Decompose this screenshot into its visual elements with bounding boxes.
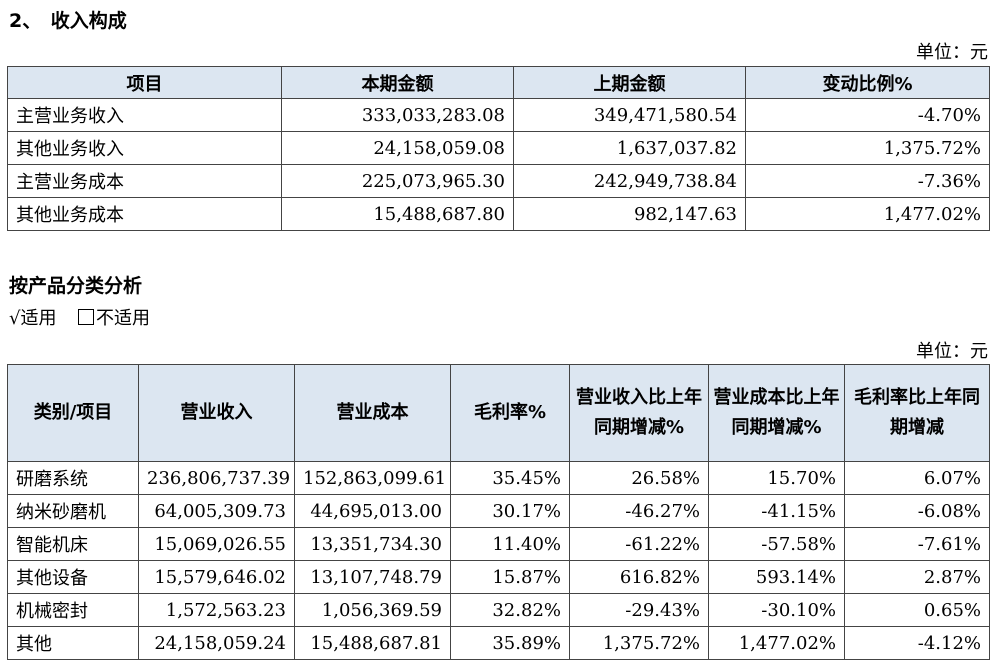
revenue-composition-table: 项目 本期金额 上期金额 变动比例% 主营业务收入 333,033,283.08…: [7, 66, 990, 231]
cell-gross-margin: 11.40%: [450, 527, 570, 561]
col-header-current-amount: 本期金额: [281, 66, 514, 99]
cell-cost: 44,695,013.00: [294, 494, 451, 528]
cell-current-amount: 24,158,059.08: [281, 131, 514, 165]
cell-current-amount: 225,073,965.30: [281, 164, 514, 198]
product-analysis-table: 类别/项目 营业收入 营业成本 毛利率% 营业收入比上年同期增减% 营业成本比上…: [7, 364, 990, 660]
cell-cost-yoy: -41.15%: [708, 494, 845, 528]
col-header-revenue: 营业收入: [138, 364, 295, 462]
cell-previous-amount: 982,147.63: [513, 197, 746, 231]
cell-revenue: 236,806,737.39: [138, 461, 295, 495]
table-row: 纳米砂磨机 64,005,309.73 44,695,013.00 30.17%…: [7, 494, 990, 528]
table-row: 研磨系统 236,806,737.39 152,863,099.61 35.45…: [7, 461, 990, 495]
cell-cost-yoy: 15.70%: [708, 461, 845, 495]
cell-margin-yoy: -6.08%: [844, 494, 990, 528]
section-title-product-analysis: 按产品分类分析: [9, 275, 143, 297]
cell-current-amount: 333,033,283.08: [281, 98, 514, 132]
cell-margin-yoy: -4.12%: [844, 626, 990, 660]
cell-change-ratio: 1,375.72%: [745, 131, 990, 165]
col-header-revenue-yoy: 营业收入比上年同期增减%: [569, 364, 709, 462]
col-header-change-ratio: 变动比例%: [745, 66, 990, 99]
cell-item: 主营业务收入: [7, 98, 282, 132]
table-header-row: 类别/项目 营业收入 营业成本 毛利率% 营业收入比上年同期增减% 营业成本比上…: [7, 364, 990, 462]
cell-revenue-yoy: 1,375.72%: [569, 626, 709, 660]
cell-cost: 152,863,099.61: [294, 461, 451, 495]
table-row: 其他业务收入 24,158,059.08 1,637,037.82 1,375.…: [7, 131, 990, 165]
cell-category: 其他设备: [7, 560, 139, 594]
section-title-revenue-composition: 2、 收入构成: [9, 10, 127, 32]
cell-cost-yoy: -57.58%: [708, 527, 845, 561]
col-header-category: 类别/项目: [7, 364, 139, 462]
cell-category: 研磨系统: [7, 461, 139, 495]
cell-margin-yoy: 2.87%: [844, 560, 990, 594]
table-row: 其他设备 15,579,646.02 13,107,748.79 15.87% …: [7, 560, 990, 594]
cell-cost-yoy: 1,477.02%: [708, 626, 845, 660]
cell-current-amount: 15,488,687.80: [281, 197, 514, 231]
cell-previous-amount: 349,471,580.54: [513, 98, 746, 132]
applicability-options: √适用 不适用: [9, 304, 150, 330]
cell-revenue: 15,579,646.02: [138, 560, 295, 594]
cell-previous-amount: 1,637,037.82: [513, 131, 746, 165]
applicable-label: 适用: [20, 308, 57, 329]
unit-label-1: 单位：元: [916, 42, 988, 63]
cell-category: 智能机床: [7, 527, 139, 561]
cell-gross-margin: 35.89%: [450, 626, 570, 660]
table-row: 主营业务收入 333,033,283.08 349,471,580.54 -4.…: [7, 98, 990, 132]
cell-category: 纳米砂磨机: [7, 494, 139, 528]
cell-revenue: 64,005,309.73: [138, 494, 295, 528]
cell-revenue-yoy: 616.82%: [569, 560, 709, 594]
cell-cost: 1,056,369.59: [294, 593, 451, 627]
col-header-cost: 营业成本: [294, 364, 451, 462]
cell-cost: 13,351,734.30: [294, 527, 451, 561]
col-header-item: 项目: [7, 66, 282, 99]
cell-gross-margin: 15.87%: [450, 560, 570, 594]
cell-category: 机械密封: [7, 593, 139, 627]
cell-change-ratio: -7.36%: [745, 164, 990, 198]
cell-change-ratio: -4.70%: [745, 98, 990, 132]
cell-revenue-yoy: -29.43%: [569, 593, 709, 627]
unit-label-2: 单位：元: [916, 341, 988, 362]
cell-cost-yoy: -30.10%: [708, 593, 845, 627]
cell-revenue-yoy: 26.58%: [569, 461, 709, 495]
cell-gross-margin: 35.45%: [450, 461, 570, 495]
cell-gross-margin: 32.82%: [450, 593, 570, 627]
table-row: 其他 24,158,059.24 15,488,687.81 35.89% 1,…: [7, 626, 990, 660]
cell-gross-margin: 30.17%: [450, 494, 570, 528]
empty-checkbox-icon: [77, 309, 94, 325]
cell-revenue: 15,069,026.55: [138, 527, 295, 561]
cell-revenue: 1,572,563.23: [138, 593, 295, 627]
table-row: 机械密封 1,572,563.23 1,056,369.59 32.82% -2…: [7, 593, 990, 627]
cell-margin-yoy: -7.61%: [844, 527, 990, 561]
cell-cost: 15,488,687.81: [294, 626, 451, 660]
cell-revenue-yoy: -46.27%: [569, 494, 709, 528]
cell-cost: 13,107,748.79: [294, 560, 451, 594]
table-row: 主营业务成本 225,073,965.30 242,949,738.84 -7.…: [7, 164, 990, 198]
table-header-row: 项目 本期金额 上期金额 变动比例%: [7, 66, 990, 99]
cell-change-ratio: 1,477.02%: [745, 197, 990, 231]
col-header-gross-margin: 毛利率%: [450, 364, 570, 462]
cell-category: 其他: [7, 626, 139, 660]
cell-previous-amount: 242,949,738.84: [513, 164, 746, 198]
not-applicable-label: 不适用: [95, 308, 150, 329]
col-header-margin-yoy: 毛利率比上年同期增减: [844, 364, 990, 462]
cell-item: 其他业务成本: [7, 197, 282, 231]
cell-margin-yoy: 0.65%: [844, 593, 990, 627]
cell-margin-yoy: 6.07%: [844, 461, 990, 495]
cell-cost-yoy: 593.14%: [708, 560, 845, 594]
cell-item: 其他业务收入: [7, 131, 282, 165]
cell-revenue: 24,158,059.24: [138, 626, 295, 660]
cell-item: 主营业务成本: [7, 164, 282, 198]
checkmark-icon: √: [9, 308, 21, 329]
cell-revenue-yoy: -61.22%: [569, 527, 709, 561]
col-header-cost-yoy: 营业成本比上年同期增减%: [708, 364, 845, 462]
table-row: 智能机床 15,069,026.55 13,351,734.30 11.40% …: [7, 527, 990, 561]
table-row: 其他业务成本 15,488,687.80 982,147.63 1,477.02…: [7, 197, 990, 231]
col-header-previous-amount: 上期金额: [513, 66, 746, 99]
